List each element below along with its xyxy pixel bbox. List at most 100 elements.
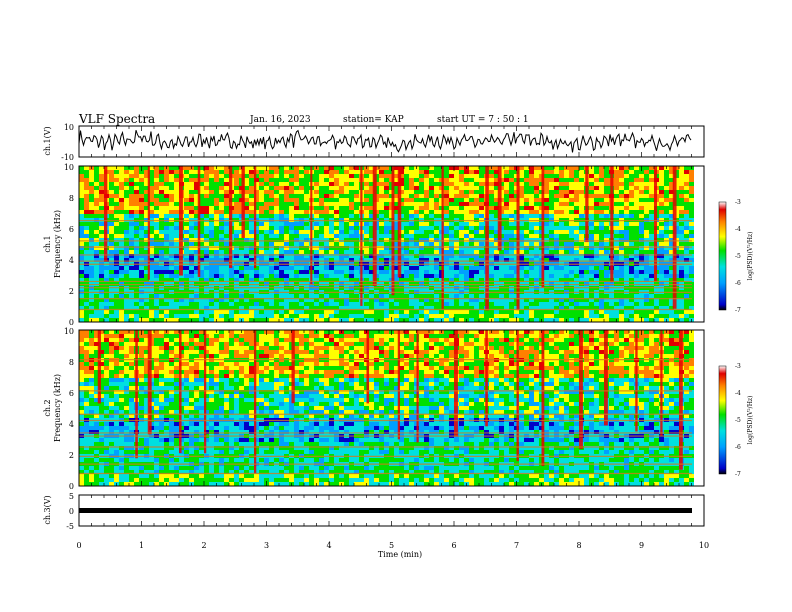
spectrogram-cell xyxy=(234,250,239,254)
spectrogram-cell xyxy=(114,238,119,242)
spectrogram-cell xyxy=(599,202,604,206)
spectrogram-cell xyxy=(224,314,229,318)
spectrogram-cell xyxy=(249,274,254,278)
spectrogram-cell xyxy=(619,166,624,170)
spectrogram-cell xyxy=(364,254,369,258)
spectrogram-cell xyxy=(554,214,559,218)
spectrogram-cell xyxy=(634,222,639,226)
spectrogram-cell xyxy=(589,242,594,246)
spectrogram-cell xyxy=(414,266,419,270)
spectrogram-cell xyxy=(574,314,579,318)
spectrogram-cell xyxy=(364,314,369,318)
spectrogram-cell xyxy=(104,270,109,274)
spectrogram-cell xyxy=(684,214,689,218)
spectrogram-cell xyxy=(274,202,279,206)
spectrogram-cell xyxy=(474,178,479,182)
spectrogram-cell xyxy=(224,186,229,190)
spectrogram-cell xyxy=(684,234,689,238)
spectrogram-cell xyxy=(459,226,464,230)
spectrogram-cell xyxy=(399,250,404,254)
spectrogram-cell xyxy=(209,318,214,322)
spectrogram-cell xyxy=(339,214,344,218)
burst-streak xyxy=(147,166,150,280)
spectrogram-cell xyxy=(414,242,419,246)
spectrogram-cell xyxy=(544,278,549,282)
spectrogram-cell xyxy=(114,246,119,250)
spectrogram-cell xyxy=(319,270,324,274)
spectrogram-cell xyxy=(649,174,654,178)
spectrogram-cell xyxy=(99,202,104,206)
spectrogram-cell xyxy=(219,170,224,174)
spectrogram-cell xyxy=(429,306,434,310)
spectrogram-cell xyxy=(659,222,664,226)
spectrogram-cell xyxy=(244,302,249,306)
spectrogram-cell xyxy=(254,206,259,210)
spectrogram-cell xyxy=(154,318,159,322)
spectrogram-cell xyxy=(424,166,429,170)
spectrogram-cell xyxy=(209,174,214,178)
spectrogram-cell xyxy=(84,238,89,242)
spectrogram-cell xyxy=(264,170,269,174)
spectrogram-cell xyxy=(304,310,309,314)
spectrogram-cell xyxy=(99,294,104,298)
spectrogram-cell xyxy=(554,182,559,186)
spectrogram-cell xyxy=(524,170,529,174)
spectrogram-cell xyxy=(209,234,214,238)
spectrogram-cell xyxy=(534,166,539,170)
spectrogram-cell xyxy=(209,294,214,298)
spectrogram-cell xyxy=(399,318,404,322)
spectrogram-cell xyxy=(219,210,224,214)
spectrogram-cell xyxy=(154,258,159,262)
spectrogram-cell xyxy=(349,226,354,230)
spectrogram-cell xyxy=(509,226,514,230)
spectrogram-cell xyxy=(449,302,454,306)
spectrogram-cell xyxy=(124,190,129,194)
spectrogram-cell xyxy=(659,174,664,178)
spectrogram-cell xyxy=(244,190,249,194)
spectrogram-cell xyxy=(649,274,654,278)
spectrogram-cell xyxy=(394,246,399,250)
spectrogram-cell xyxy=(234,202,239,206)
spectrogram-cell xyxy=(89,198,94,202)
spectrogram-cell xyxy=(249,318,254,322)
spectrogram-cell xyxy=(449,314,454,318)
spectrogram-cell xyxy=(294,278,299,282)
spectrogram-cell xyxy=(204,226,209,230)
spectrogram-cell xyxy=(559,318,564,322)
spectrogram-cell xyxy=(124,238,129,242)
spectrogram-cell xyxy=(689,198,694,202)
spectrogram-cell xyxy=(284,270,289,274)
spectrogram-cell xyxy=(174,242,179,246)
spectrogram-cell xyxy=(184,182,189,186)
spectrogram-cell xyxy=(454,190,459,194)
spectrogram-cell xyxy=(249,258,254,262)
spectrogram-cell xyxy=(304,194,309,198)
spectrogram-cell xyxy=(209,170,214,174)
spectrogram-cell xyxy=(479,202,484,206)
spectrogram-cell xyxy=(619,246,624,250)
spectrogram-cell xyxy=(194,178,199,182)
spectrogram-cell xyxy=(534,302,539,306)
spectrogram-cell xyxy=(269,214,274,218)
spectrogram-cell xyxy=(289,238,294,242)
spectrogram-cell xyxy=(279,266,284,270)
spectrogram-cell xyxy=(349,230,354,234)
spectrogram-cell xyxy=(474,250,479,254)
spectrogram-cell xyxy=(259,294,264,298)
spectrogram-cell xyxy=(394,178,399,182)
spectrogram-cell xyxy=(614,250,619,254)
spectrogram-cell xyxy=(649,302,654,306)
spectrogram-cell xyxy=(79,186,84,190)
spectrogram-cell xyxy=(424,250,429,254)
spectrogram-cell xyxy=(314,278,319,282)
spectrogram-cell xyxy=(319,170,324,174)
spectrogram-cell xyxy=(684,210,689,214)
spectrogram-cell xyxy=(154,278,159,282)
spectrogram-cell xyxy=(339,198,344,202)
spectrogram-cell xyxy=(604,258,609,262)
spectrogram-cell xyxy=(89,242,94,246)
spectrogram-cell xyxy=(544,174,549,178)
spectrogram-cell xyxy=(654,310,659,314)
spectrogram-cell xyxy=(344,234,349,238)
spectrogram-cell xyxy=(379,302,384,306)
